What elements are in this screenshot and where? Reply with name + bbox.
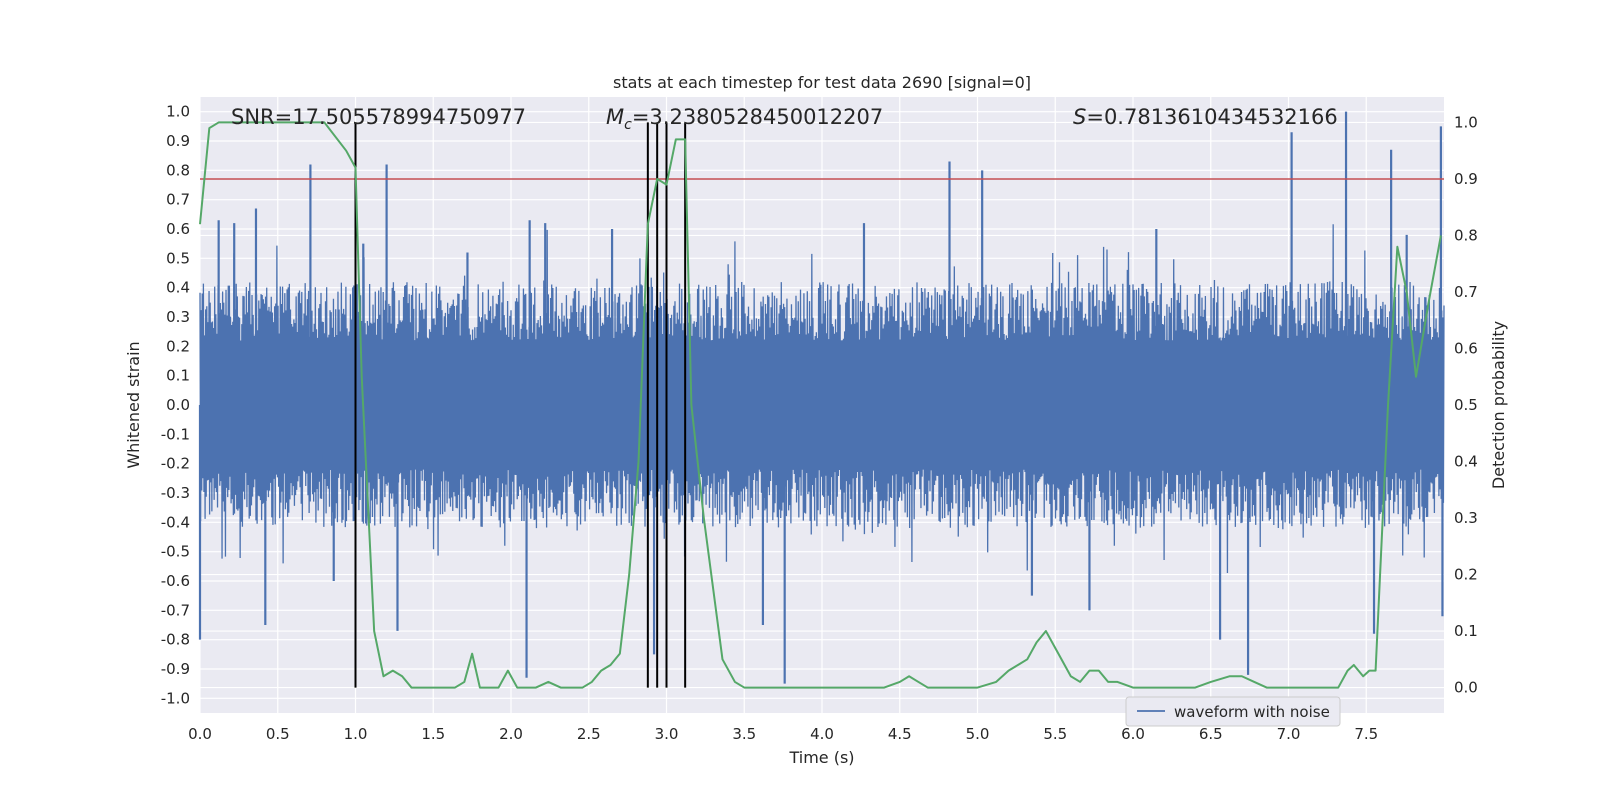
legend-label: waveform with noise	[1174, 703, 1330, 721]
y-right-tick-label: 0.1	[1454, 622, 1478, 640]
x-tick-label: 0.0	[188, 725, 212, 743]
y-right-tick-label: 1.0	[1454, 113, 1478, 131]
x-tick-label: 4.5	[888, 725, 912, 743]
y-left-tick-label: -1.0	[161, 689, 190, 707]
y-left-axis-label: Whitened strain	[124, 341, 143, 468]
y-left-tick-label: 0.3	[166, 308, 190, 326]
y-left-tick-label: 0.1	[166, 367, 190, 385]
y-right-tick-label: 0.6	[1454, 339, 1478, 357]
score-symbol: S	[1073, 105, 1086, 129]
score-annotation: S=0.7813610434532166	[1073, 105, 1338, 129]
detection-probability-line	[199, 121, 1442, 689]
waveform-noise-trace	[199, 224, 1445, 573]
x-tick-label: 6.5	[1199, 725, 1223, 743]
y-left-tick-label: -0.7	[161, 601, 190, 619]
legend: waveform with noise	[1125, 696, 1341, 727]
x-tick-label: 1.0	[344, 725, 368, 743]
y-left-tick-label: 0.0	[166, 396, 190, 414]
x-tick-label: 2.5	[577, 725, 601, 743]
y-right-tick-label: 0.7	[1454, 283, 1478, 301]
x-axis-ticks: 0.0 0.5 1.0 1.5 2.0 2.5 3.0 3.5 4.0 4.5 5.0 5.5 6.0 6…	[188, 725, 1378, 743]
y-right-tick-label: 0.9	[1454, 170, 1478, 188]
y-right-axis-ticks: 1.0 0.9 0.8 0.7 0.6 0.5 0.4 0.3 0.2 0.1 0.0	[1454, 113, 1478, 696]
y-left-tick-label: 0.5	[166, 249, 190, 267]
y-left-tick-label: -0.9	[161, 660, 190, 678]
y-left-tick-label: -0.2	[161, 455, 190, 473]
x-tick-label: 6.0	[1121, 725, 1145, 743]
y-left-tick-label: -0.1	[161, 425, 190, 443]
x-tick-label: 0.5	[266, 725, 290, 743]
chirp-mass-annotation: Mc=3.2380528450012207	[606, 105, 883, 133]
y-left-tick-label: -0.8	[161, 631, 190, 649]
y-left-tick-label: 0.8	[166, 161, 190, 179]
chart-title: stats at each timestep for test data 269…	[613, 73, 1031, 92]
y-left-axis-ticks: 1.0 0.9 0.8 0.7 0.6 0.5 0.4 0.3 0.2 0.1 0.0 -0.1 -0.…	[161, 103, 190, 708]
x-axis-label: Time (s)	[788, 748, 854, 767]
y-left-tick-label: -0.5	[161, 543, 190, 561]
waveform-with-noise-series	[198, 111, 1445, 684]
legend-box	[1125, 696, 1341, 727]
y-right-axis-label: Detection probability	[1489, 321, 1508, 489]
snr-annotation: SNR=17.505578994750977	[231, 105, 526, 129]
y-left-tick-label: 0.6	[166, 220, 190, 238]
y-left-tick-label: -0.4	[161, 513, 190, 531]
y-left-tick-label: 0.9	[166, 132, 190, 150]
y-left-tick-label: 0.7	[166, 191, 190, 209]
y-right-tick-label: 0.3	[1454, 509, 1478, 527]
y-right-tick-label: 0.0	[1454, 679, 1478, 697]
x-tick-label: 5.0	[966, 725, 990, 743]
y-left-tick-label: -0.3	[161, 484, 190, 502]
y-right-tick-label: 0.4	[1454, 453, 1478, 471]
x-tick-label: 5.5	[1043, 725, 1067, 743]
y-left-tick-label: -0.6	[161, 572, 190, 590]
chirp-mass-symbol: M	[606, 105, 624, 129]
y-right-tick-label: 0.8	[1454, 226, 1478, 244]
x-tick-label: 3.0	[655, 725, 679, 743]
chirp-mass-value: =3.2380528450012207	[632, 105, 883, 129]
x-tick-label: 3.5	[732, 725, 756, 743]
y-right-tick-label: 0.2	[1454, 566, 1478, 584]
score-value: =0.7813610434532166	[1086, 105, 1337, 129]
x-tick-label: 2.0	[499, 725, 523, 743]
x-tick-label: 1.5	[421, 725, 445, 743]
chirp-mass-subscript: c	[624, 117, 632, 133]
detection-probability-series	[199, 121, 1442, 689]
x-tick-label: 4.0	[810, 725, 834, 743]
x-tick-label: 7.5	[1354, 725, 1378, 743]
y-left-tick-label: 0.4	[166, 279, 190, 297]
x-tick-label: 7.0	[1277, 725, 1301, 743]
y-right-tick-label: 0.5	[1454, 396, 1478, 414]
y-left-tick-label: 0.2	[166, 337, 190, 355]
vertical-markers	[354, 122, 687, 688]
y-left-tick-label: 1.0	[166, 103, 190, 121]
